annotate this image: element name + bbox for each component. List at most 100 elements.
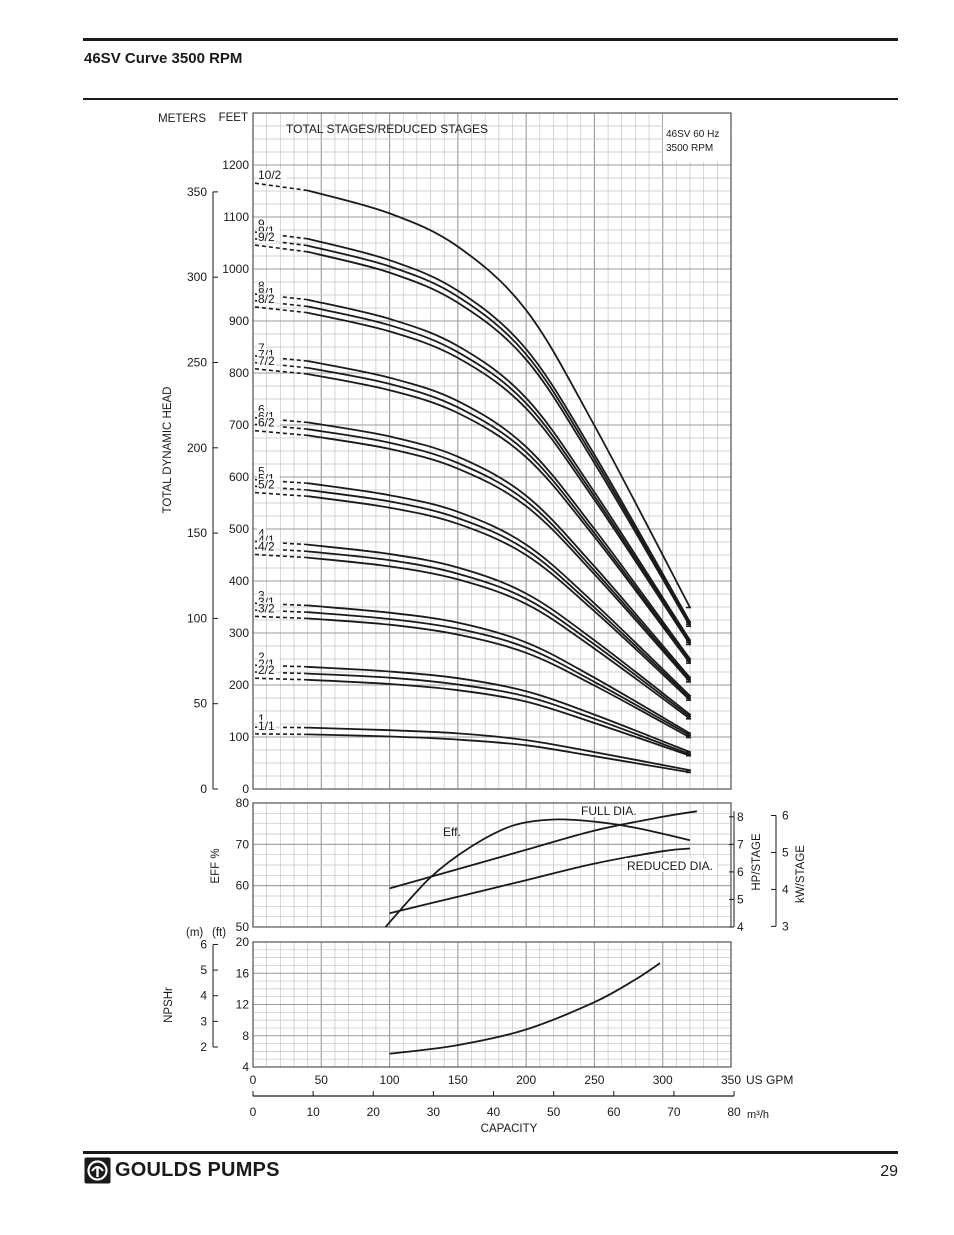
m3h-tick-label: 0: [250, 1105, 257, 1119]
footer-rule: [83, 1151, 898, 1154]
hp-tick-label: 5: [737, 892, 744, 906]
npshr-curve: [389, 962, 661, 1055]
gpm-tick-label: 150: [448, 1073, 468, 1087]
head-ft-tick-label: 900: [229, 314, 249, 328]
head-curve-5-2: [307, 495, 691, 701]
npsh-m-tick-label: 4: [200, 989, 207, 1003]
stage-label: 5/2: [258, 478, 275, 492]
eff-axis-label: EFF %: [210, 848, 222, 883]
panel-border: [252, 112, 732, 790]
head-ft-tick-label: 100: [229, 730, 249, 744]
gpm-unit-label: US GPM: [746, 1073, 793, 1087]
head-ft-tick-label: 800: [229, 366, 249, 380]
npsh-ft-tick-label: 16: [236, 966, 250, 980]
efficiency-curve: [384, 818, 691, 928]
head-curve-7: [307, 360, 691, 660]
head-m-tick-label: 150: [187, 526, 207, 540]
m3h-unit-label: m³/h: [747, 1109, 769, 1121]
full-dia-label-bg: [579, 804, 639, 817]
head-ft-tick-label: 0: [242, 782, 249, 796]
m3h-tick-label: 10: [306, 1105, 320, 1119]
kw-tick-label: 6: [782, 809, 789, 823]
stage-label: 2: [258, 650, 265, 664]
eff-curve-label: Eff.: [443, 825, 461, 839]
stage-label: 6/2: [258, 416, 275, 430]
stage-label: 3: [258, 588, 265, 602]
head-curve-3-2: [307, 617, 691, 739]
m3h-tick-label: 40: [487, 1105, 501, 1119]
head-m-tick-label: 200: [187, 441, 207, 455]
stage-label: 5: [258, 465, 265, 479]
hp-tick-label: 8: [737, 810, 744, 824]
head-curve-3: [307, 604, 691, 735]
stage-label-bg: [257, 341, 266, 354]
title-box-line1: 46SV 60 Hz: [666, 129, 719, 140]
head-ft-tick-label: 700: [229, 418, 249, 432]
head-ft-tick-label: 200: [229, 678, 249, 692]
head-curve-dashed: [254, 368, 308, 375]
hp-reduced-dia-curve: [389, 847, 691, 915]
axis-layer: [212, 191, 777, 1097]
stage-label: 9: [258, 217, 265, 231]
head-curve-dashed: [254, 553, 308, 559]
stage-label-bg: [257, 292, 280, 305]
npsh-axis-label: NPSHr: [163, 987, 175, 1023]
npsh-unit-m: (m): [186, 927, 203, 939]
m3h-tick-label: 50: [547, 1105, 561, 1119]
page-title: 46SV Curve 3500 RPM: [84, 50, 243, 67]
top-rule: [83, 38, 898, 41]
head-curve-1-1: [307, 733, 691, 774]
npsh-m-tick-label: 6: [200, 937, 207, 951]
page-number: 29: [880, 1163, 898, 1180]
head-ft-tick-label: 400: [229, 574, 249, 588]
head-grid: [252, 112, 732, 790]
hp-axis-label: HP/STAGE: [751, 833, 763, 891]
head-m-tick-label: 50: [194, 697, 208, 711]
head-ft-tick-label: 1100: [223, 210, 249, 224]
header-rule: [83, 98, 898, 100]
kw-tick-label: 5: [782, 845, 789, 859]
head-curve-6-2: [307, 434, 691, 683]
stage-label-bg: [257, 719, 280, 732]
head-curve-4-1: [307, 550, 691, 718]
stage-label: 8: [258, 279, 265, 293]
head-m-tick-label: 350: [187, 185, 207, 199]
head-curve-dashed: [254, 615, 308, 620]
stage-label-bg: [257, 465, 266, 478]
head-curve-dashed: [254, 677, 308, 681]
panel-border: [252, 802, 732, 928]
hp-tick-label: 4: [737, 920, 744, 934]
head-ft-tick-label: 300: [229, 626, 249, 640]
head-ft-tick-label: 1000: [222, 262, 249, 276]
gpm-tick-label: 250: [584, 1073, 604, 1087]
head-m-tick-label: 300: [187, 270, 207, 284]
head-curve-3-1: [307, 611, 691, 737]
npsh-ft-tick-label: 12: [236, 998, 250, 1012]
gpm-tick-label: 300: [653, 1073, 673, 1087]
head-curve-9: [307, 237, 691, 623]
stage-label-bg: [257, 416, 280, 429]
head-curve-4: [307, 543, 691, 716]
stage-label-bg: [257, 478, 280, 491]
head-curve-dashed: [254, 182, 308, 192]
npsh-m-tick-label: 3: [200, 1014, 207, 1028]
head-curve-6: [307, 421, 691, 679]
gpm-tick-label: 0: [250, 1073, 257, 1087]
npsh-ft-tick-label: 4: [242, 1060, 249, 1074]
head-curve-7-1: [307, 366, 691, 662]
head-curve-dashed: [254, 733, 308, 736]
gpm-tick-label: 100: [380, 1073, 400, 1087]
stage-label: 9/2: [258, 230, 275, 244]
hp-full-dia-curve: [389, 810, 698, 890]
stage-label: 1: [258, 712, 265, 726]
head-curve-dashed: [254, 429, 308, 437]
hp-tick-label: 7: [737, 837, 744, 851]
stage-label-bg: [257, 354, 280, 367]
brand-name: GOULDS PUMPS: [115, 1159, 280, 1181]
stage-label-bg: [257, 403, 266, 416]
stage-label-bg: [257, 279, 266, 292]
npsh-unit-ft: (ft): [212, 927, 226, 939]
head-curve-8-1: [307, 305, 691, 643]
stage-label-bg: [257, 231, 280, 244]
m3h-tick-label: 80: [727, 1105, 741, 1119]
